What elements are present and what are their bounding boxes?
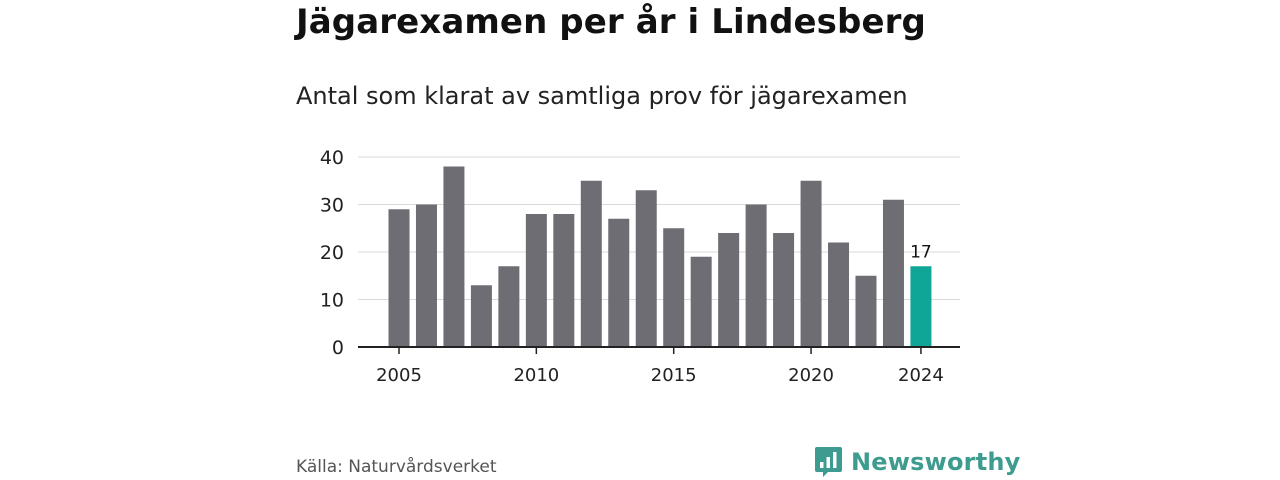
bar-2009 (498, 266, 520, 347)
y-tick-label: 20 (320, 242, 344, 264)
bar-2006 (415, 204, 437, 347)
bar-2016 (690, 256, 712, 347)
bar-2021 (828, 242, 850, 347)
y-tick-label: 30 (320, 195, 344, 217)
brand-name: Newsworthy (851, 448, 1021, 476)
x-tick-label: 2010 (513, 365, 559, 386)
bar-2023 (882, 199, 904, 347)
bar-2012 (580, 180, 602, 347)
bar-2024 (910, 266, 932, 347)
y-tick-label: 40 (320, 147, 344, 169)
bar-2020 (800, 180, 822, 347)
bar-2014 (635, 190, 657, 347)
x-tick-label: 2024 (898, 365, 944, 386)
x-tick-label: 2005 (376, 365, 422, 386)
data-label: 17 (910, 242, 932, 262)
bar-2007 (443, 166, 465, 347)
bar-2018 (745, 204, 767, 347)
chart-title: Jägarexamen per år i Lindesberg (296, 2, 926, 42)
x-tick-label: 2015 (651, 365, 697, 386)
bar-2019 (773, 233, 795, 347)
chart-subtitle: Antal som klarat av samtliga prov för jä… (296, 82, 908, 110)
bar-2013 (608, 218, 630, 347)
brand: Newsworthy (815, 445, 1021, 479)
newsworthy-logo-icon (815, 447, 842, 477)
bar-2015 (663, 228, 685, 347)
x-tick-label: 2020 (788, 365, 834, 386)
bar-2017 (718, 233, 740, 347)
bar-2022 (855, 275, 877, 347)
bar-2010 (525, 214, 547, 347)
y-tick-label: 10 (320, 290, 344, 312)
bar-2008 (470, 285, 492, 347)
y-tick-label: 0 (332, 337, 344, 359)
bar-2005 (388, 209, 410, 347)
source-note: Källa: Naturvårdsverket (296, 457, 497, 477)
bar-2011 (553, 214, 575, 347)
